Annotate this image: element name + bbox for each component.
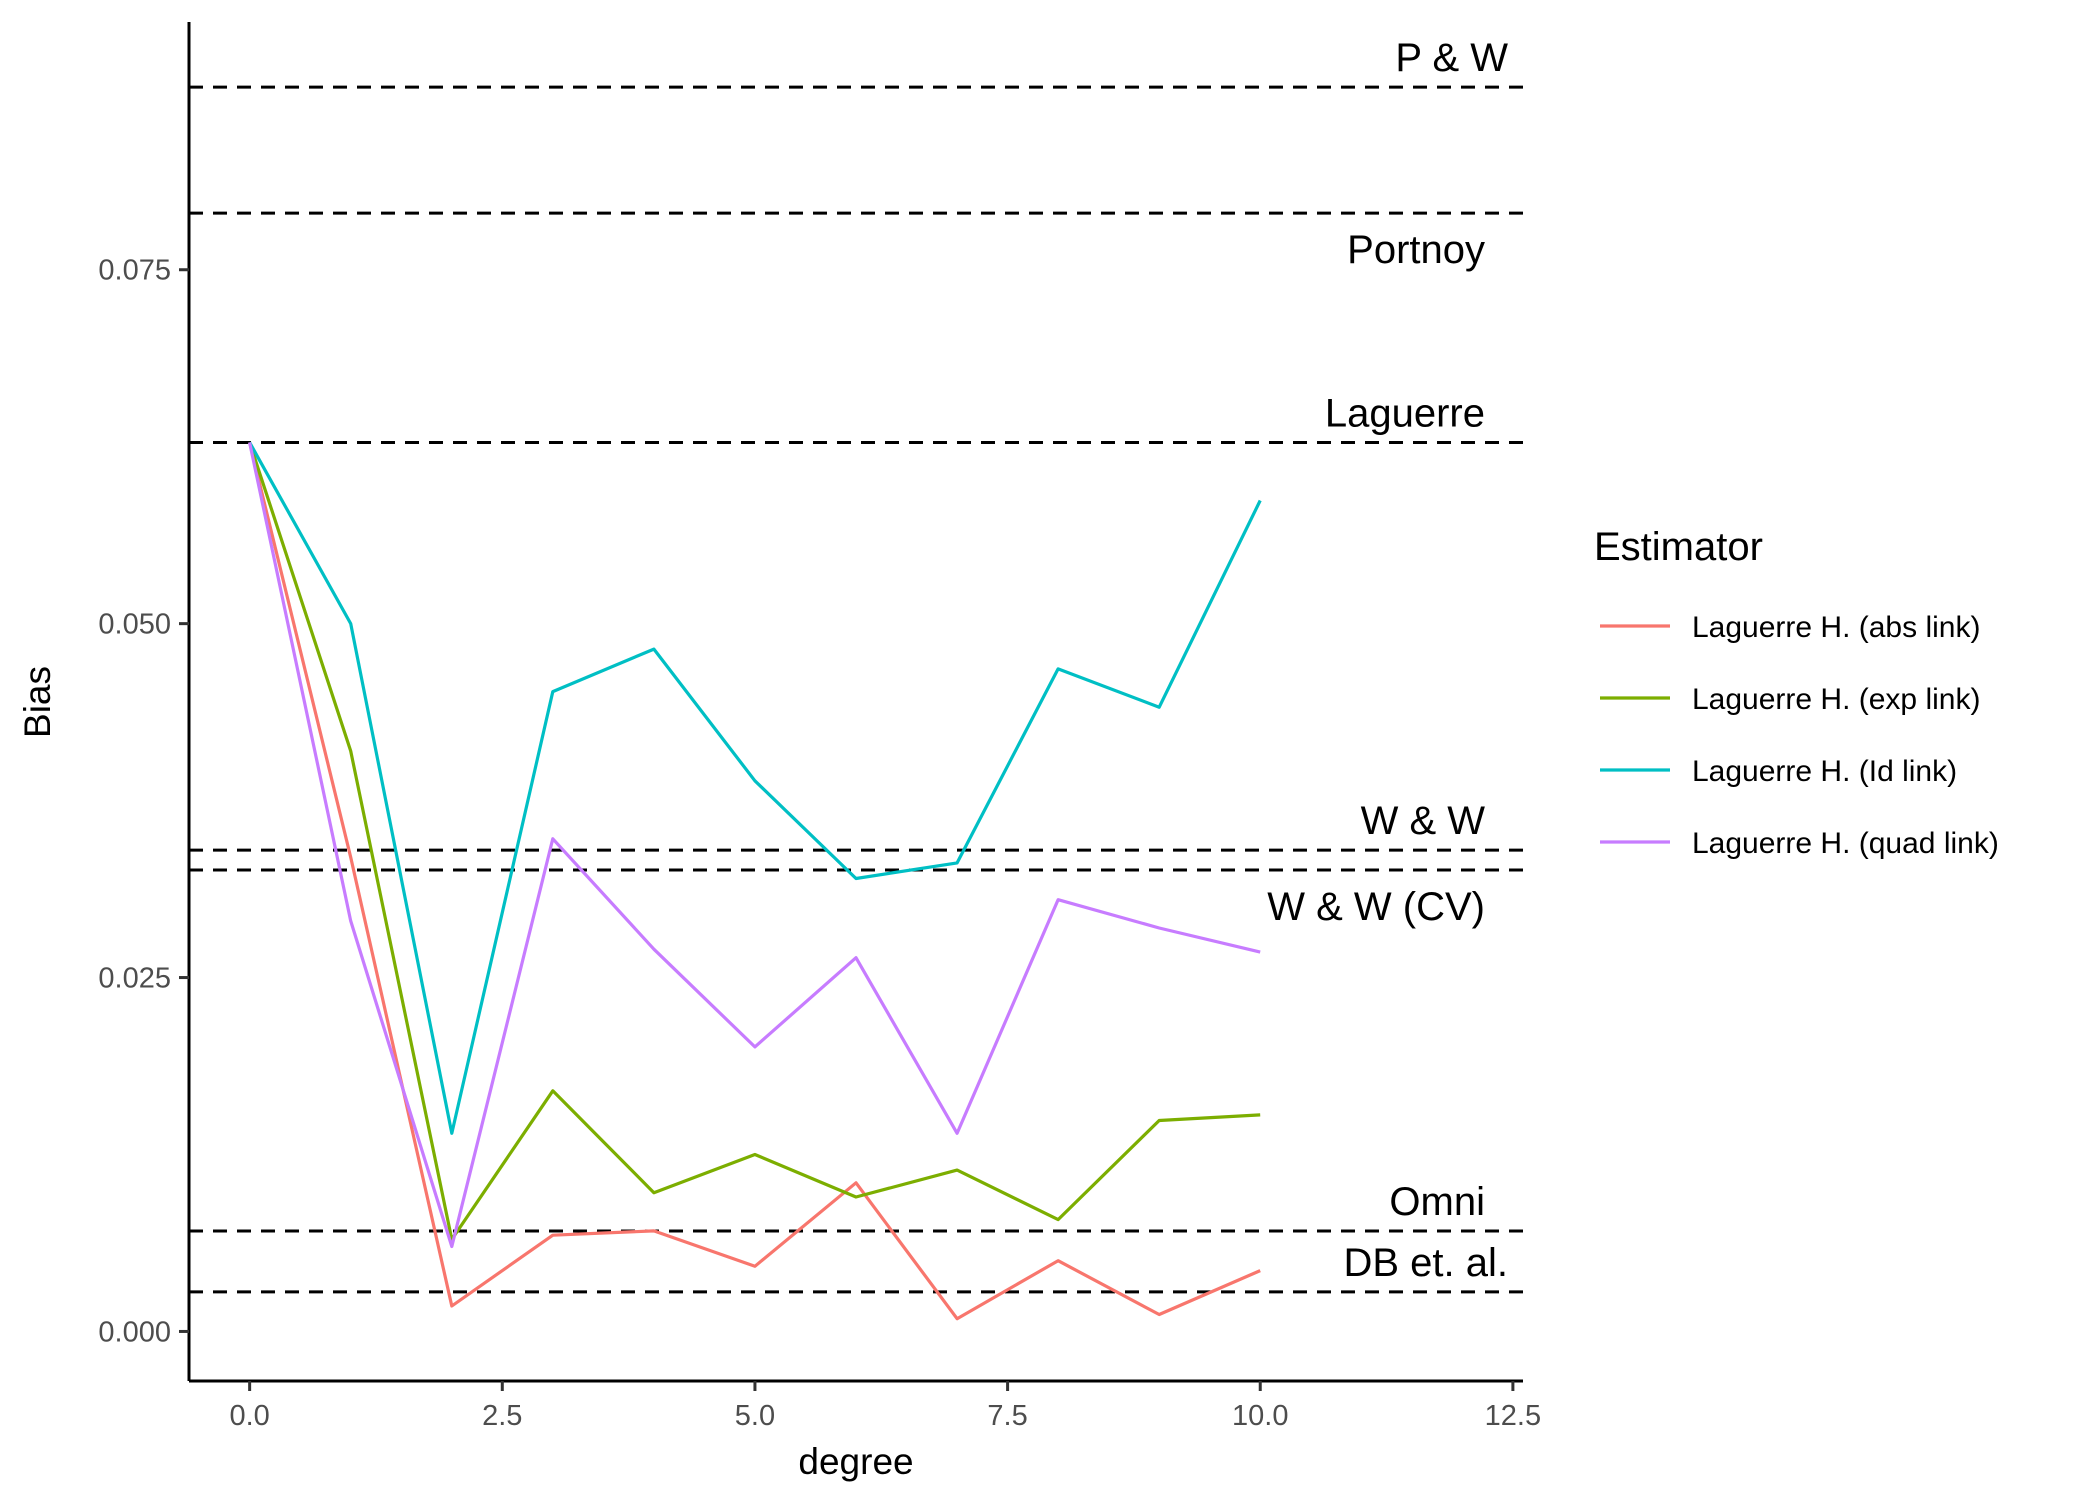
y-tick-label: 0.025 bbox=[98, 963, 171, 995]
reference-label-db-et-al: DB et. al. bbox=[1343, 1241, 1508, 1285]
x-tick-label: 5.0 bbox=[735, 1400, 775, 1432]
series-line-laguerre-h-exp-link bbox=[248, 441, 1261, 1242]
legend-label-laguerre-h-quad-link: Laguerre H. (quad link) bbox=[1692, 827, 1999, 860]
reference-label-omni: Omni bbox=[1389, 1180, 1485, 1224]
x-ticks: 0.0 2.5 5.0 7.5 10.0 12.5 bbox=[229, 1381, 1541, 1432]
axes bbox=[187, 22, 1523, 1383]
legend-items: Laguerre H. (abs link) Laguerre H. (exp l… bbox=[1600, 611, 1999, 860]
legend-label-laguerre-h-abs-link: Laguerre H. (abs link) bbox=[1692, 611, 1980, 644]
series-line-laguerre-h-id-link bbox=[248, 441, 1262, 1135]
series-line-laguerre-h-abs-link bbox=[248, 442, 1261, 1321]
legend-label-laguerre-h-id-link: Laguerre H. (Id link) bbox=[1692, 755, 1957, 788]
x-tick-label: 0.0 bbox=[229, 1400, 269, 1432]
reference-label-p-w: P & W bbox=[1395, 36, 1508, 80]
legend: Estimator Laguerre H. (abs link)Laguerre… bbox=[1594, 525, 1999, 860]
reference-label-laguerre: Laguerre bbox=[1325, 391, 1485, 435]
y-tick-label: 0.000 bbox=[98, 1316, 171, 1348]
x-tick-label: 2.5 bbox=[482, 1400, 522, 1432]
x-tick-label: 12.5 bbox=[1485, 1400, 1541, 1432]
x-axis-title: degree bbox=[798, 1441, 913, 1482]
x-tick-label: 7.5 bbox=[987, 1400, 1027, 1432]
reference-label-w-w-cv: W & W (CV) bbox=[1267, 885, 1485, 929]
y-tick-label: 0.075 bbox=[98, 255, 171, 287]
y-ticks: 0.000 0.025 0.050 0.075 bbox=[98, 255, 189, 1348]
y-tick-label: 0.050 bbox=[98, 609, 171, 641]
series-line-laguerre-h-quad-link bbox=[248, 442, 1261, 1249]
x-tick-label: 10.0 bbox=[1232, 1400, 1288, 1432]
reference-lines: P & W Portnoy Laguerre W & W W & W (CV) Omni D… bbox=[189, 36, 1523, 1294]
reference-label-portnoy: Portnoy bbox=[1347, 228, 1485, 272]
legend-label-laguerre-h-exp-link: Laguerre H. (exp link) bbox=[1692, 683, 1980, 716]
series-lines bbox=[248, 441, 1262, 1321]
legend-title: Estimator bbox=[1594, 525, 1763, 569]
y-axis-title: Bias bbox=[17, 666, 58, 738]
reference-label-w-w: W & W bbox=[1361, 799, 1486, 843]
